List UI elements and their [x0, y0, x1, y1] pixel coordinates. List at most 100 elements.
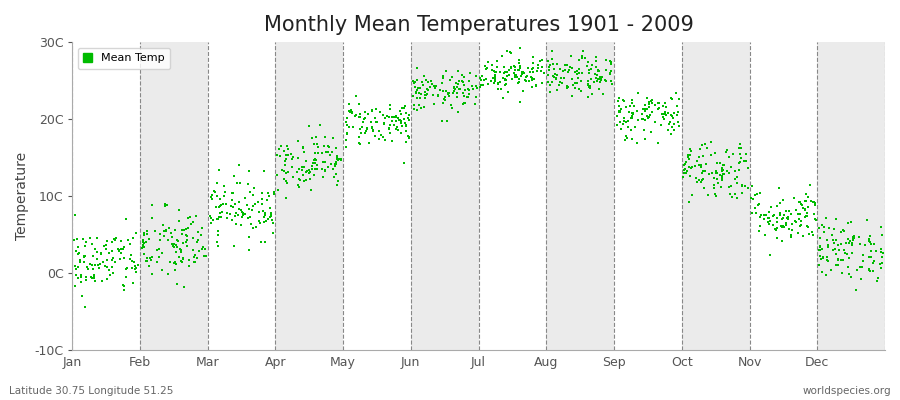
Point: [535, 80, 549, 86]
Point: [583, 82, 598, 89]
Point: [794, 222, 808, 228]
Point: [580, 82, 595, 88]
Point: [775, 238, 789, 244]
Point: [310, 166, 324, 172]
Point: [566, 82, 580, 88]
Point: [550, 61, 564, 67]
Point: [447, 85, 462, 92]
Point: [575, 70, 590, 76]
Point: [500, 73, 514, 79]
Point: [862, 266, 877, 272]
Point: [716, 176, 730, 183]
Point: [100, 276, 114, 282]
Point: [422, 84, 436, 90]
Point: [390, 124, 404, 130]
Point: [94, 251, 109, 257]
Point: [364, 124, 379, 130]
Point: [190, 255, 204, 261]
Point: [560, 62, 574, 68]
Point: [139, 238, 153, 245]
Point: [190, 239, 204, 245]
Point: [232, 180, 247, 187]
Point: [496, 75, 510, 82]
Point: [308, 160, 322, 166]
Point: [224, 216, 238, 223]
Point: [501, 89, 516, 95]
Point: [697, 184, 711, 191]
Point: [284, 163, 299, 170]
Point: [488, 76, 502, 82]
Bar: [140, 42, 208, 350]
Point: [145, 270, 159, 277]
Point: [450, 89, 464, 96]
Point: [310, 162, 325, 168]
Point: [179, 232, 194, 238]
Point: [377, 120, 392, 126]
Point: [769, 227, 783, 233]
Point: [457, 82, 472, 88]
Point: [543, 61, 557, 68]
Point: [180, 215, 194, 221]
Point: [302, 170, 317, 176]
Point: [856, 252, 870, 258]
Point: [352, 101, 366, 107]
Point: [798, 214, 813, 221]
Point: [621, 124, 635, 130]
Point: [136, 236, 150, 243]
Point: [722, 170, 736, 177]
Point: [308, 166, 322, 172]
Point: [304, 135, 319, 142]
Point: [611, 109, 625, 115]
Point: [279, 170, 293, 177]
Point: [641, 114, 655, 121]
Point: [462, 78, 476, 84]
Point: [631, 90, 645, 96]
Point: [801, 193, 815, 200]
Point: [441, 92, 455, 99]
Point: [816, 224, 831, 230]
Point: [319, 168, 333, 174]
Point: [508, 64, 522, 70]
Point: [796, 204, 810, 211]
Point: [71, 264, 86, 270]
Point: [812, 262, 826, 268]
Point: [158, 203, 172, 209]
Point: [223, 211, 238, 217]
Point: [281, 169, 295, 175]
Point: [113, 246, 128, 252]
Point: [568, 85, 582, 91]
Point: [457, 100, 472, 106]
Point: [589, 54, 603, 60]
Point: [667, 127, 681, 133]
Point: [610, 112, 625, 119]
Point: [548, 75, 562, 81]
Point: [364, 107, 379, 113]
Point: [254, 239, 268, 246]
Point: [411, 90, 426, 96]
Point: [406, 92, 420, 99]
Point: [752, 223, 767, 229]
Point: [652, 105, 666, 111]
Point: [813, 252, 827, 259]
Point: [227, 242, 241, 249]
Point: [165, 234, 179, 240]
Point: [382, 126, 396, 132]
Point: [128, 266, 142, 272]
Point: [256, 218, 271, 225]
Point: [230, 180, 245, 186]
Point: [514, 73, 528, 80]
Point: [86, 265, 101, 272]
Point: [73, 257, 87, 264]
Point: [100, 257, 114, 264]
Point: [225, 190, 239, 196]
Point: [330, 157, 345, 163]
Point: [271, 187, 285, 194]
Point: [318, 167, 332, 174]
Point: [435, 118, 449, 124]
Point: [831, 257, 845, 264]
Point: [69, 248, 84, 254]
Point: [143, 254, 157, 261]
Point: [446, 90, 460, 96]
Point: [382, 124, 396, 131]
Point: [302, 167, 316, 173]
